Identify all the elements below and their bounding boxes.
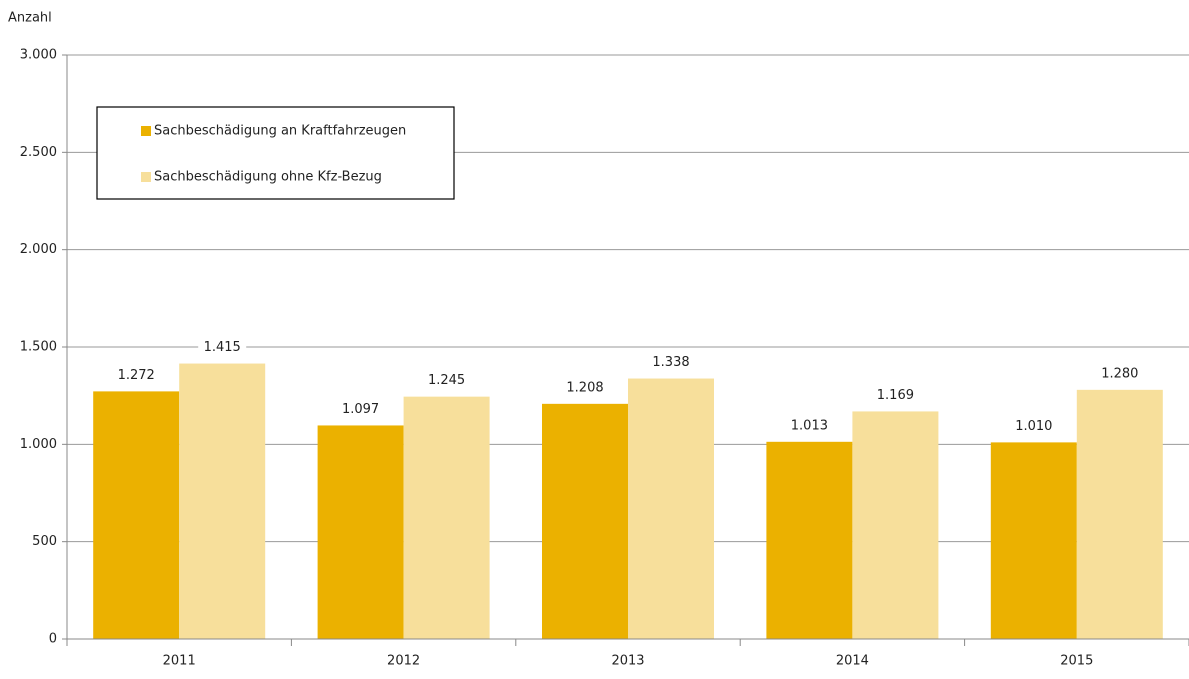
bar — [852, 411, 939, 639]
y-axis-label: Anzahl — [8, 11, 52, 26]
y-tick-label: 2.500 — [20, 145, 57, 160]
x-tick-label: 2015 — [1060, 654, 1093, 669]
x-tick-label: 2013 — [611, 654, 644, 669]
data-label: 1.272 — [118, 368, 155, 383]
y-tick-label: 1.500 — [20, 340, 57, 355]
bar — [1076, 389, 1163, 639]
label-bg — [336, 400, 385, 419]
x-tick-label: 2012 — [387, 654, 420, 669]
label-bg — [112, 366, 161, 385]
bar — [317, 425, 404, 639]
data-label: 1.338 — [652, 355, 689, 370]
bar — [990, 442, 1077, 639]
data-label: 1.013 — [791, 418, 828, 433]
bar — [628, 378, 714, 639]
data-label: 1.415 — [204, 340, 241, 355]
label-bg — [1095, 364, 1144, 383]
bar — [766, 441, 853, 639]
legend-label: Sachbeschädigung an Kraftfahrzeugen — [154, 124, 406, 139]
label-bg — [785, 416, 834, 435]
x-tick-label: 2014 — [836, 654, 869, 669]
bar — [542, 403, 628, 639]
y-tick-label: 0 — [49, 632, 57, 647]
data-label: 1.245 — [428, 373, 465, 388]
y-tick-label: 1.000 — [20, 437, 57, 452]
data-label: 1.097 — [342, 402, 379, 417]
y-tick-label: 2.000 — [20, 242, 57, 257]
label-bg — [647, 353, 695, 372]
legend-swatch — [141, 172, 151, 182]
label-bg — [1009, 417, 1058, 436]
x-tick-label: 2011 — [163, 654, 196, 669]
y-tick-label: 500 — [32, 534, 57, 549]
label-bg — [871, 386, 920, 405]
bar — [179, 363, 266, 639]
data-label: 1.010 — [1015, 419, 1052, 434]
label-bg — [198, 338, 247, 357]
data-label: 1.169 — [877, 388, 914, 403]
data-label: 1.208 — [566, 380, 603, 395]
y-tick-label: 3.000 — [20, 48, 57, 63]
legend-swatch — [141, 126, 151, 136]
bar — [93, 391, 180, 639]
data-label: 1.280 — [1101, 366, 1138, 381]
bar — [403, 396, 490, 639]
label-bg — [422, 371, 471, 390]
label-bg — [561, 378, 609, 397]
legend-box — [96, 106, 455, 200]
legend-label: Sachbeschädigung ohne Kfz-Bezug — [154, 170, 382, 185]
